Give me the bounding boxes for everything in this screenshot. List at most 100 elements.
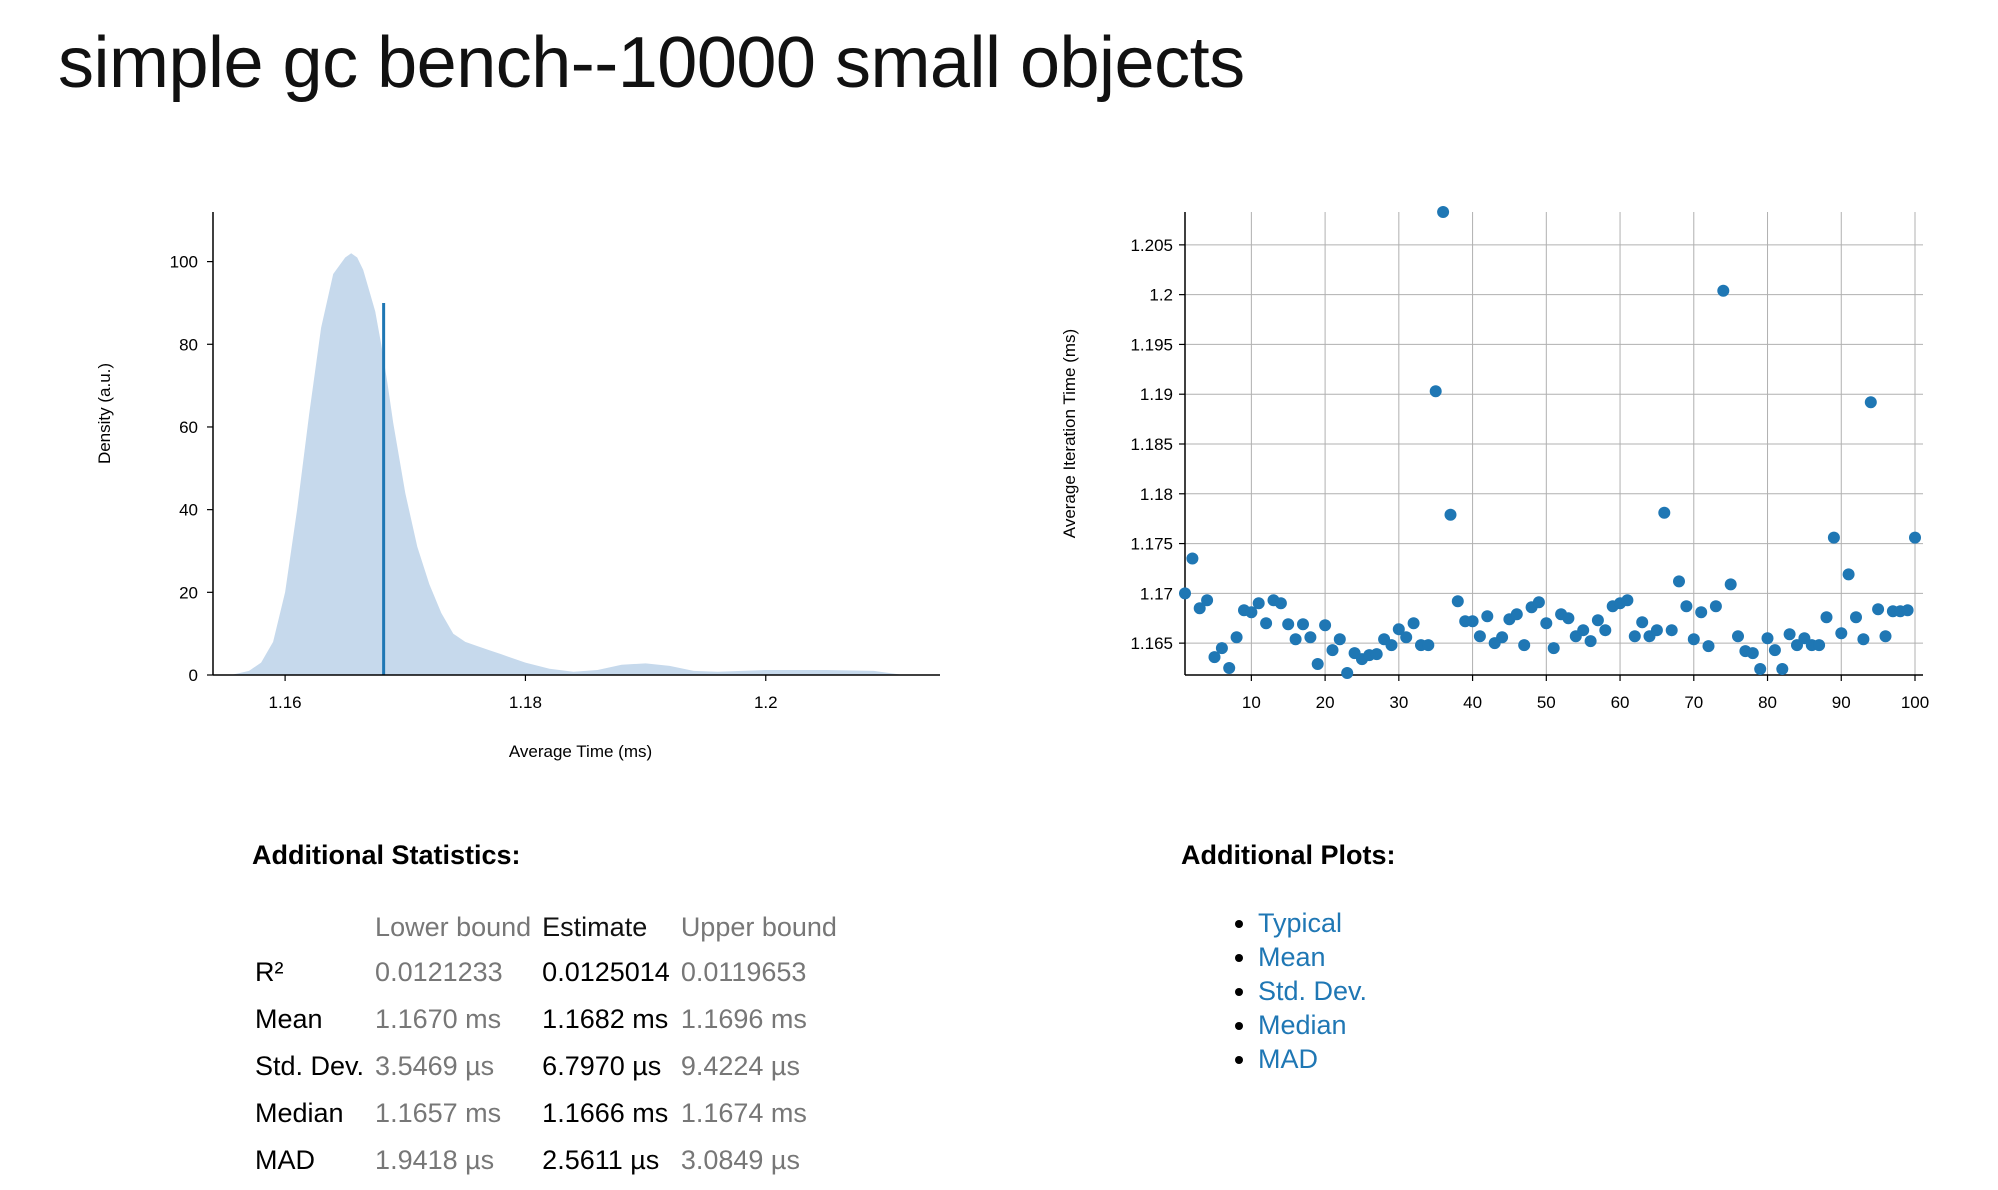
- plot-link-mean[interactable]: Mean: [1258, 942, 1326, 972]
- stat-upper-bound: 1.1674 ms: [680, 1098, 807, 1128]
- data-point: [1319, 619, 1332, 632]
- data-point: [1732, 630, 1744, 643]
- x-tick-label: 50: [1537, 693, 1556, 712]
- data-point: [1392, 623, 1405, 636]
- x-tick-label: 30: [1389, 693, 1408, 712]
- stat-upper-bound: 9.4224 µs: [680, 1051, 800, 1081]
- y-tick-label: 80: [179, 335, 198, 354]
- data-point: [1813, 639, 1826, 652]
- stat-lower-bound: 1.9418 µs: [375, 1145, 495, 1175]
- data-point: [1496, 631, 1509, 644]
- stat-name: Std. Dev.: [255, 1051, 365, 1081]
- data-point: [1437, 206, 1450, 218]
- data-point: [1341, 667, 1354, 679]
- data-point: [1673, 575, 1685, 588]
- data-point: [1687, 633, 1700, 646]
- data-point: [1591, 614, 1604, 627]
- y-tick-label: 1.205: [1130, 236, 1173, 255]
- list-item: MAD: [1258, 1042, 1367, 1076]
- y-tick-label: 1.165: [1130, 634, 1173, 653]
- y-tick-label: 1.17: [1140, 584, 1173, 603]
- data-point: [1901, 604, 1914, 617]
- data-point: [1658, 506, 1671, 519]
- data-point: [1193, 602, 1206, 615]
- stat-estimate: 0.0125014: [542, 957, 670, 987]
- iteration-scatter-chart: 1.165 1.17 1.175 1.18 1.185 1.19 1.195 1.2 1.205…: [1060, 206, 1929, 712]
- stat-lower-bound: 1.1657 ms: [375, 1098, 502, 1128]
- x-tick-label: 20: [1316, 693, 1335, 712]
- stat-upper-bound: 0.0119653: [680, 957, 807, 987]
- data-point: [1274, 597, 1287, 610]
- data-point: [1540, 617, 1553, 630]
- data-point: [1680, 600, 1693, 613]
- data-point: [1451, 595, 1464, 608]
- additional-plots-list: Typical Mean Std. Dev. Median MAD: [1232, 906, 1367, 1076]
- stat-name: R²: [255, 957, 284, 987]
- y-tick-label: 1.2: [1149, 286, 1173, 305]
- data-point: [1297, 618, 1309, 631]
- plot-link-mad[interactable]: MAD: [1258, 1044, 1318, 1074]
- data-point: [1223, 662, 1236, 674]
- stat-lower-bound: 1.1670 ms: [375, 1004, 502, 1034]
- stat-row-median: Median 1.1657 ms 1.1666 ms 1.1674 ms: [250, 1090, 843, 1137]
- data-point: [1872, 603, 1885, 616]
- data-point: [1621, 594, 1634, 607]
- density-area: [231, 253, 904, 676]
- list-item: Mean: [1258, 940, 1367, 974]
- list-item: Std. Dev.: [1258, 974, 1367, 1008]
- data-point: [1695, 606, 1708, 619]
- data-point: [1282, 618, 1295, 631]
- data-point: [1429, 385, 1442, 398]
- additional-statistics-heading: Additional Statistics:: [252, 840, 521, 870]
- plot-link-median[interactable]: Median: [1258, 1010, 1347, 1040]
- y-tick-label: 1.195: [1130, 335, 1173, 354]
- stat-row-mean: Mean 1.1670 ms 1.1682 ms 1.1696 ms: [250, 996, 843, 1043]
- statistics-table: Lower bound Estimate Upper bound R² 0.01…: [250, 912, 843, 1184]
- data-point: [1820, 611, 1833, 624]
- data-point: [1827, 531, 1840, 544]
- y-tick-label: 40: [179, 501, 198, 520]
- x-tick-label: 80: [1758, 693, 1777, 712]
- data-point: [1245, 606, 1258, 619]
- y-tick-label: 1.185: [1130, 435, 1173, 454]
- data-point: [1864, 396, 1877, 409]
- data-point: [1215, 642, 1228, 655]
- x-tick-label: 1.2: [754, 693, 778, 712]
- stat-name: Mean: [255, 1004, 323, 1034]
- data-point: [1879, 630, 1892, 643]
- y-tick-label: 60: [179, 418, 198, 437]
- column-header-lower-bound: Lower bound: [375, 912, 532, 942]
- stat-upper-bound: 1.1696 ms: [680, 1004, 807, 1034]
- data-point: [1599, 624, 1612, 637]
- column-header-estimate: Estimate: [542, 912, 648, 942]
- density-chart: 0 20 40 60 80 100 1.16 1.18 1.2 Average Time (ms)…: [95, 212, 940, 761]
- data-point: [1665, 624, 1678, 637]
- data-point: [1650, 624, 1663, 637]
- data-point: [1835, 627, 1848, 640]
- page-title: simple gc bench--10000 small objects: [58, 23, 1245, 103]
- x-tick-label: 1.18: [509, 693, 542, 712]
- data-point: [1466, 615, 1479, 628]
- data-point: [1304, 631, 1317, 644]
- data-point: [1532, 596, 1545, 609]
- data-point: [1754, 663, 1767, 675]
- plot-link-typical[interactable]: Typical: [1258, 908, 1343, 938]
- stat-upper-bound: 3.0849 µs: [680, 1145, 800, 1175]
- stat-lower-bound: 3.5469 µs: [375, 1051, 495, 1081]
- stat-name: Median: [255, 1098, 344, 1128]
- data-point: [1702, 640, 1715, 653]
- data-point: [1717, 284, 1730, 297]
- column-header-name: [250, 912, 370, 949]
- data-point: [1422, 639, 1435, 652]
- y-axis-label: Average Iteration Time (ms): [1060, 329, 1079, 538]
- stat-estimate: 6.7970 µs: [542, 1051, 662, 1081]
- y-tick-label: 1.19: [1140, 385, 1173, 404]
- stat-estimate: 2.5611 µs: [542, 1145, 660, 1175]
- data-point: [1909, 531, 1921, 544]
- plot-link-std-dev[interactable]: Std. Dev.: [1258, 976, 1368, 1006]
- data-point: [1481, 610, 1494, 623]
- data-point: [1761, 632, 1774, 645]
- x-axis-label: Average Time (ms): [509, 742, 652, 761]
- y-tick-label: 100: [170, 253, 198, 272]
- stat-row-std-dev: Std. Dev. 3.5469 µs 6.7970 µs 9.4224 µs: [250, 1043, 843, 1090]
